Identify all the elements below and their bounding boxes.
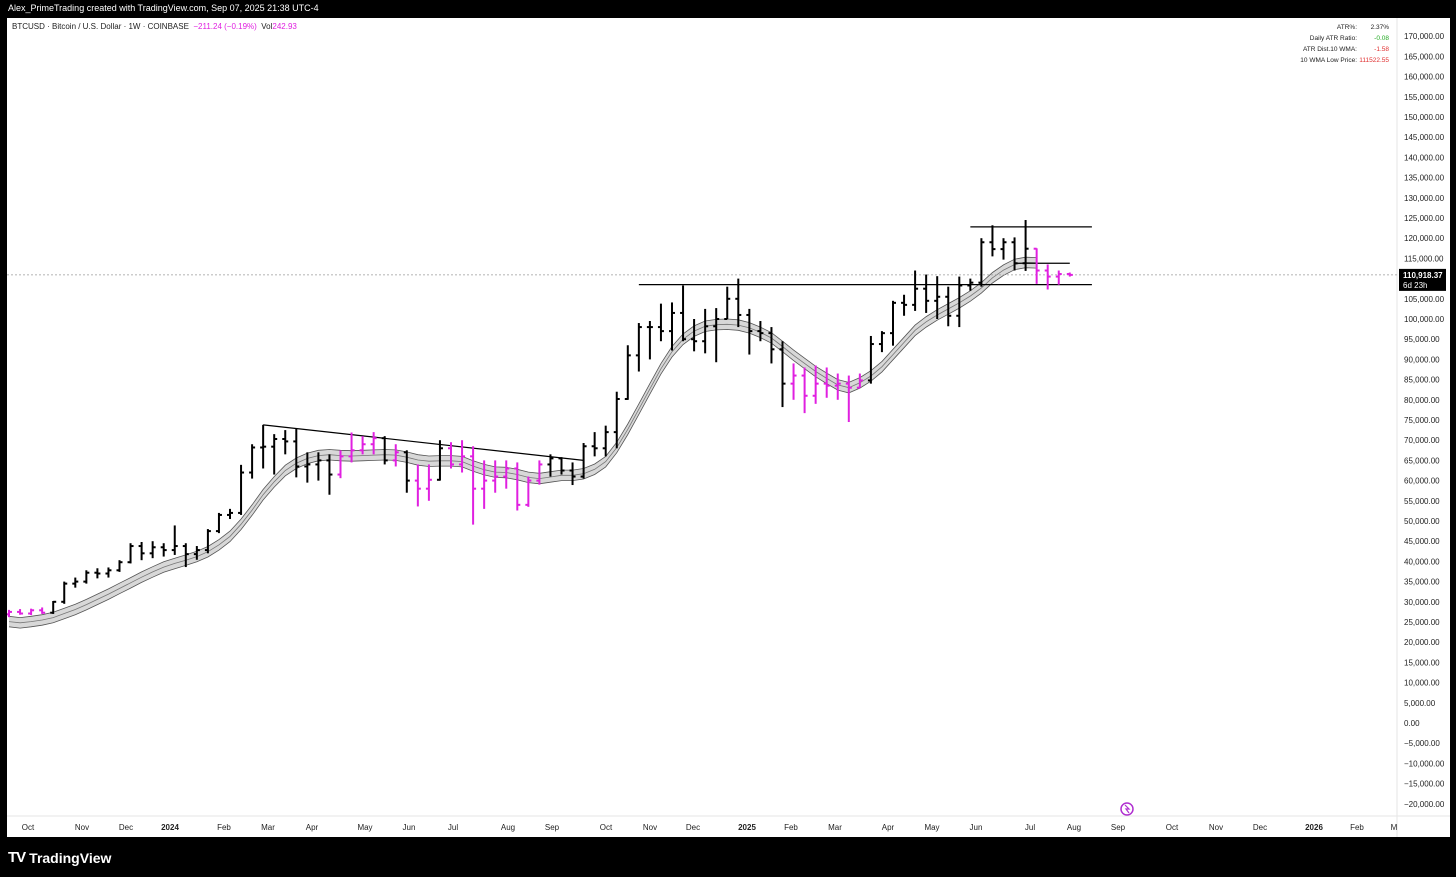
x-axis-tick-label: Dec [686, 823, 700, 832]
y-axis-tick-label: 85,000.00 [1404, 376, 1440, 385]
x-axis-tick-label: Apr [882, 823, 895, 832]
x-axis-tick-label: Feb [217, 823, 231, 832]
stats-label: Daily ATR Ratio: [1309, 35, 1357, 42]
y-axis-tick-label: 160,000.00 [1404, 73, 1445, 82]
x-axis-tick-label: Jul [1025, 823, 1035, 832]
header-caption-bar: Alex_PrimeTrading created with TradingVi… [0, 0, 1456, 18]
x-axis-tick-label: 2026 [1305, 823, 1323, 832]
y-axis-tick-label: 125,000.00 [1404, 214, 1445, 223]
x-axis-tick-label: Nov [75, 823, 89, 832]
y-axis-tick-label: 70,000.00 [1404, 436, 1440, 445]
y-axis-tick-label: 25,000.00 [1404, 618, 1440, 627]
x-axis-tick-label: 2025 [738, 823, 756, 832]
brand-name: TradingView [29, 849, 112, 866]
stats-label: ATR Dist.10 WMA: [1302, 46, 1357, 53]
chart-pane[interactable]: 170,000.00 165,000.00 160,000.00 155,000.00… [7, 18, 1450, 837]
y-axis-tick-label: −10,000.00 [1404, 759, 1445, 768]
x-axis-tick-label: Oct [22, 823, 35, 832]
x-axis-tick-label: Jun [403, 823, 416, 832]
y-axis-tick-label: 20,000.00 [1404, 638, 1440, 647]
stats-label: 10 WMA Low Price: [1300, 57, 1357, 64]
stats-value: -1.58 [1374, 46, 1389, 53]
y-axis-tick-label: 140,000.00 [1404, 153, 1445, 162]
x-axis-tick-label: Oct [600, 823, 613, 832]
y-axis-tick-label: 130,000.00 [1404, 194, 1445, 203]
header-caption: Alex_PrimeTrading created with TradingVi… [8, 3, 319, 13]
y-axis-tick-label: 165,000.00 [1404, 52, 1445, 61]
ma-band-upper-line [8, 256, 1037, 619]
y-axis-tick-label: 0.00 [1404, 719, 1420, 728]
volume-label: Vol [261, 22, 273, 31]
last-price-value: 110,918.37 [1403, 271, 1443, 280]
x-axis-tick-label: Mar [828, 823, 842, 832]
symbol-legend: BTCUSD · Bitcoin / U.S. Dollar · 1W · CO… [12, 22, 297, 31]
x-axis-tick-label: Apr [306, 823, 319, 832]
y-axis-tick-label: 145,000.00 [1404, 133, 1445, 142]
x-axis-tick-label: Oct [1166, 823, 1179, 832]
y-axis-tick-label: −20,000.00 [1404, 800, 1445, 809]
x-axis-tick-label: Dec [119, 823, 133, 832]
x-axis-tick-label: Sep [1111, 823, 1126, 832]
footer-bar: TV TradingView [0, 837, 1456, 877]
x-axis-tick-label: Feb [784, 823, 798, 832]
ma-band-lower-line [8, 267, 1037, 629]
y-axis-tick-label: 80,000.00 [1404, 396, 1440, 405]
y-axis-tick-label: 45,000.00 [1404, 537, 1440, 546]
x-axis-tick-label: Nov [1209, 823, 1223, 832]
x-axis-tick-label: Dec [1253, 823, 1267, 832]
y-axis-tick-label: 10,000.00 [1404, 679, 1440, 688]
last-price-tag [1399, 268, 1446, 291]
x-axis-tick-label: Jun [970, 823, 983, 832]
volume-value: 242.93 [272, 22, 297, 31]
y-axis-tick-label: 115,000.00 [1404, 254, 1444, 263]
stats-value: -0.08 [1374, 35, 1389, 42]
ma-band-fill [9, 257, 1037, 629]
y-axis-tick-label: 135,000.00 [1404, 174, 1445, 183]
price-chart[interactable]: 170,000.00 165,000.00 160,000.00 155,000.00… [7, 18, 1450, 837]
tradingview-logo-icon: TV [8, 849, 26, 866]
x-axis-tick-label: M [1391, 823, 1398, 832]
y-axis-tick-label: 35,000.00 [1404, 578, 1440, 587]
y-axis-tick-label: 155,000.00 [1404, 93, 1445, 102]
y-axis-tick-label: 75,000.00 [1404, 416, 1440, 425]
y-axis-tick-label: 105,000.00 [1404, 295, 1445, 304]
y-axis-tick-label: 120,000.00 [1404, 234, 1445, 243]
y-axis-tick-label: 55,000.00 [1404, 497, 1440, 506]
x-axis-tick-label: Jul [448, 823, 458, 832]
y-axis-tick-label: −15,000.00 [1404, 780, 1445, 789]
y-axis-tick-label: 50,000.00 [1404, 517, 1440, 526]
symbol-description: BTCUSD · Bitcoin / U.S. Dollar · 1W · CO… [12, 22, 189, 31]
bar-countdown: 6d 23h [1403, 281, 1427, 290]
indicator-stats-table: ATR%: 2.37% Daily ATR Ratio: -0.08 ATR Dist.… [1297, 24, 1389, 72]
x-axis-tick-label: 2024 [161, 823, 179, 832]
x-axis-tick-label: Aug [501, 823, 515, 832]
x-axis-tick-label: May [924, 823, 939, 832]
y-axis-tick-label: 65,000.00 [1404, 456, 1440, 465]
x-axis-tick-label: Mar [261, 823, 275, 832]
price-change: −211.24 (−0.19%) [193, 22, 257, 31]
y-axis-tick-label: 170,000.00 [1404, 32, 1445, 41]
y-axis-tick-label: 90,000.00 [1404, 355, 1440, 364]
lightning-icon [1124, 804, 1131, 814]
tradingview-brand[interactable]: TV TradingView [8, 849, 111, 866]
y-axis-tick-label: 95,000.00 [1404, 335, 1440, 344]
x-axis-tick-label: Sep [545, 823, 560, 832]
y-axis-tick-label: 100,000.00 [1404, 315, 1445, 324]
y-axis-tick-label: 60,000.00 [1404, 477, 1440, 486]
stats-value: 111522.55 [1359, 57, 1389, 64]
ma-center-line [8, 261, 1037, 624]
stats-label: ATR%: [1336, 24, 1357, 31]
y-axis-tick-label: −5,000.00 [1404, 739, 1440, 748]
x-axis-tick-label: May [357, 823, 372, 832]
y-axis-tick-label: 5,000.00 [1404, 699, 1436, 708]
x-axis-tick-label: Feb [1350, 823, 1364, 832]
trendline [263, 424, 584, 461]
y-axis-tick-label: 150,000.00 [1404, 113, 1445, 122]
y-axis-tick-label: 15,000.00 [1404, 658, 1440, 667]
x-axis-tick-label: Aug [1067, 823, 1081, 832]
stats-value: 2.37% [1370, 24, 1389, 31]
x-axis-tick-label: Nov [643, 823, 657, 832]
y-axis-tick-label: 30,000.00 [1404, 598, 1440, 607]
y-axis-tick-label: 40,000.00 [1404, 557, 1440, 566]
